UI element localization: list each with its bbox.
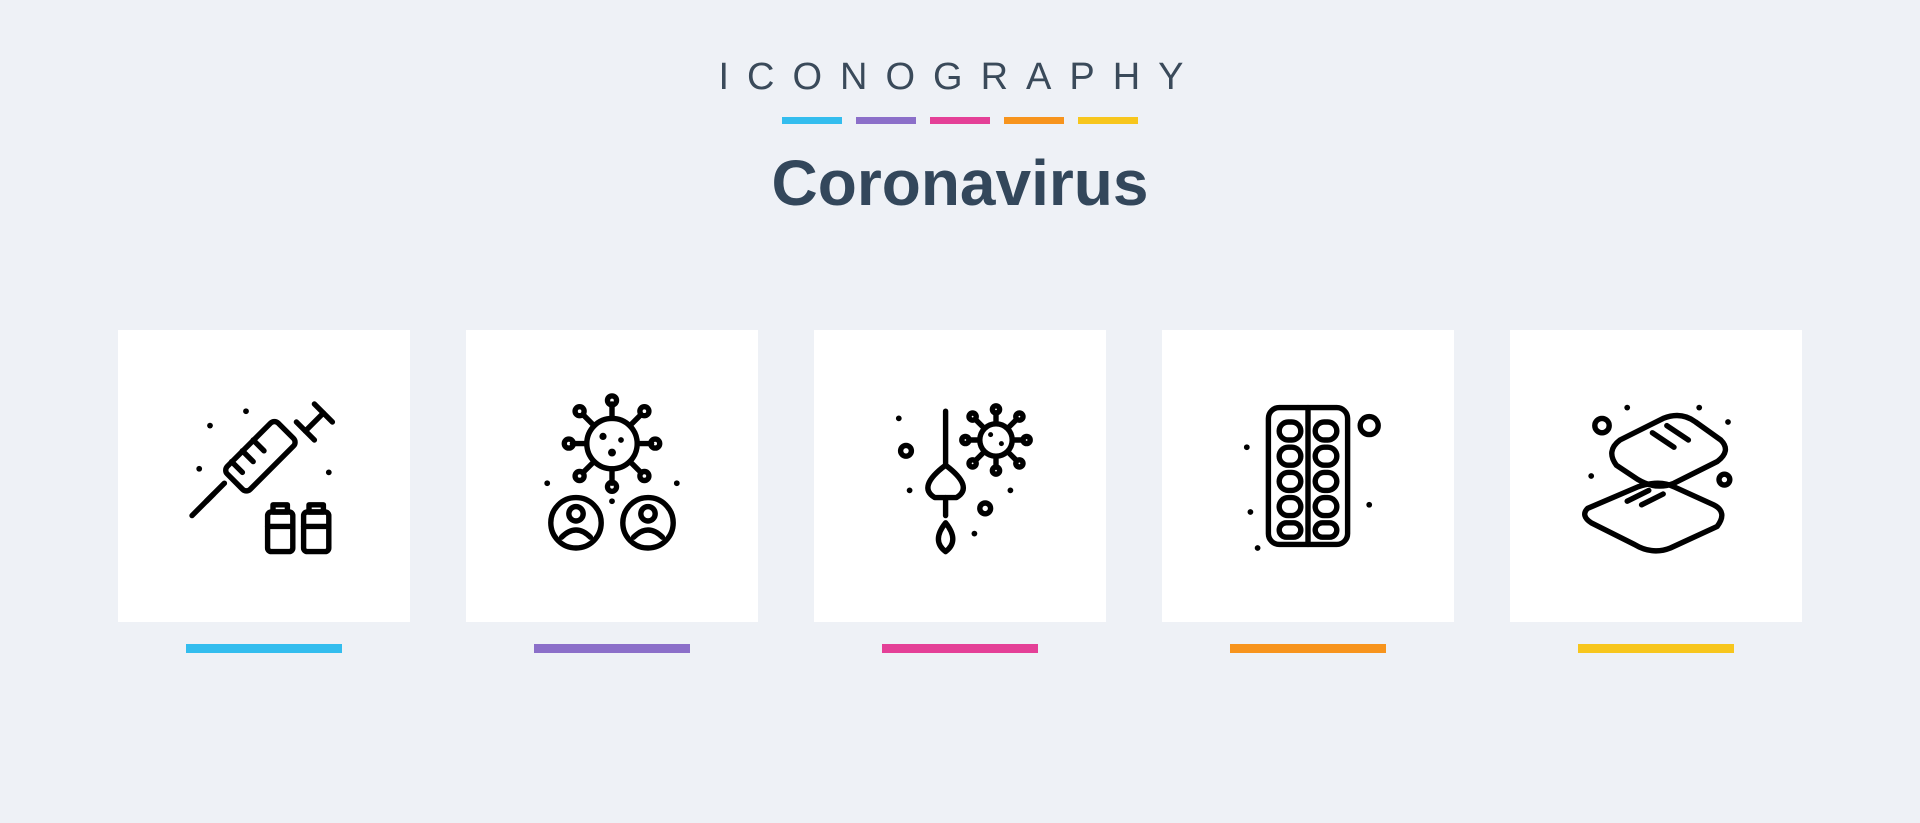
- icon-tile: [118, 330, 410, 622]
- card-underline: [1230, 644, 1386, 653]
- pack-title: Coronavirus: [772, 146, 1149, 220]
- icon-card: [118, 330, 410, 653]
- pills-blister-icon: [1218, 386, 1398, 566]
- icon-grid: [118, 330, 1802, 653]
- header: ICONOGRAPHY Coronavirus: [718, 56, 1201, 220]
- icon-card: [814, 330, 1106, 653]
- icon-card: [1162, 330, 1454, 653]
- icon-card: [1510, 330, 1802, 653]
- card-underline: [534, 644, 690, 653]
- icon-tile: [814, 330, 1106, 622]
- icon-card: [466, 330, 758, 653]
- syringe-vaccine-icon: [174, 386, 354, 566]
- accent-bar-4: [1004, 117, 1064, 124]
- card-underline: [1578, 644, 1734, 653]
- icon-tile: [1510, 330, 1802, 622]
- accent-bar-2: [856, 117, 916, 124]
- accent-bar-3: [930, 117, 990, 124]
- icon-tile: [1162, 330, 1454, 622]
- runny-nose-icon: [870, 386, 1050, 566]
- virus-transmission-icon: [522, 386, 702, 566]
- wash-hands-icon: [1566, 386, 1746, 566]
- card-underline: [186, 644, 342, 653]
- icon-tile: [466, 330, 758, 622]
- card-underline: [882, 644, 1038, 653]
- accent-bar-5: [1078, 117, 1138, 124]
- accent-bar-1: [782, 117, 842, 124]
- brand-wordmark: ICONOGRAPHY: [718, 56, 1201, 99]
- brand-accent-row: [782, 117, 1138, 124]
